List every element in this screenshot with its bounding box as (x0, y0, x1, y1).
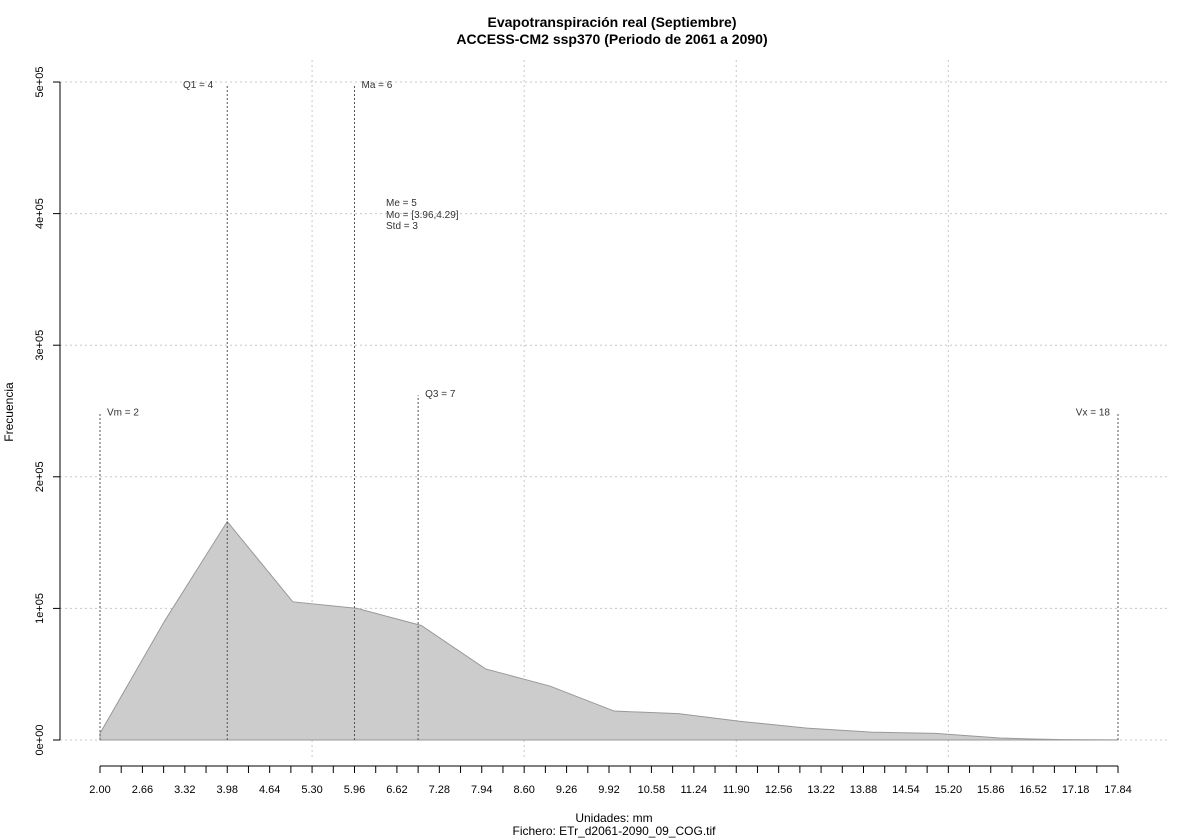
x-tick-label: 13.88 (850, 784, 878, 796)
x-tick-label: 9.26 (556, 784, 577, 796)
x-tick-label: 15.86 (977, 784, 1005, 796)
x-tick-label: 14.54 (892, 784, 920, 796)
x-tick-label: 11.24 (680, 784, 707, 796)
chart-subtitle: ACCESS-CM2 ssp370 (Periodo de 2061 a 209… (456, 31, 767, 47)
x-tick-label: 2.66 (132, 784, 153, 796)
x-tick-label: 4.64 (259, 784, 280, 796)
x-tick-label: 13.22 (807, 784, 835, 796)
x-tick-label: 3.32 (174, 784, 195, 796)
x-tick-label: 8.60 (513, 784, 534, 796)
x-tick-label: 5.30 (301, 784, 322, 796)
y-tick-label: 2e+05 (34, 461, 46, 492)
x-axis-title: Unidades: mm (575, 811, 652, 825)
chart-title: Evapotranspiración real (Septiembre) (488, 14, 737, 30)
x-axis-subtitle: Fichero: ETr_d2061-2090_09_COG.tif (513, 824, 717, 838)
stats-block: Me = 5 Mo = [3.96,4.29] Std = 3 (386, 198, 459, 232)
marker-label: Vx = 18 (1076, 408, 1111, 419)
y-tick-label: 1e+05 (34, 593, 46, 624)
y-tick-label: 3e+05 (34, 330, 46, 361)
y-tick-label: 0e+00 (34, 725, 46, 756)
x-tick-label: 9.92 (598, 784, 619, 796)
x-tick-label: 7.94 (471, 784, 492, 796)
y-tick-label: 5e+05 (34, 67, 46, 98)
y-tick-label: 4e+05 (34, 198, 46, 229)
marker-label: Q3 = 7 (425, 389, 456, 400)
plot-area (99, 520, 1119, 741)
frequency-area (99, 520, 1119, 741)
x-tick-label: 5.96 (344, 784, 365, 796)
marker-label: Ma = 6 (362, 80, 393, 91)
stat-std: Std = 3 (386, 221, 418, 232)
x-tick-label: 17.18 (1062, 784, 1090, 796)
x-tick-label: 10.58 (638, 784, 666, 796)
x-tick-label: 11.90 (723, 784, 750, 796)
x-tick-label: 12.56 (765, 784, 793, 796)
marker-label: Vm = 2 (107, 408, 139, 419)
marker-label: Q1 = 4 (183, 80, 214, 91)
x-tick-label: 7.28 (429, 784, 450, 796)
x-tick-label: 16.52 (1019, 784, 1047, 796)
y-axis-title: Frecuencia (2, 382, 16, 442)
x-tick-label: 17.84 (1104, 784, 1132, 796)
x-tick-label: 15.20 (935, 784, 963, 796)
x-tick-label: 3.98 (217, 784, 238, 796)
stat-median: Me = 5 (386, 198, 417, 209)
x-tick-label: 6.62 (386, 784, 407, 796)
stat-mode: Mo = [3.96,4.29] (386, 210, 459, 221)
markers: Vm = 2 Q1 = 4 Ma = 6 Q3 = 7 Vx = 18 (99, 80, 1119, 740)
axes: 0e+00 1e+05 2e+05 3e+05 4e+05 5e+05 2.00 2.66 3.… (34, 67, 1132, 796)
x-tick-label: 2.00 (89, 784, 110, 796)
